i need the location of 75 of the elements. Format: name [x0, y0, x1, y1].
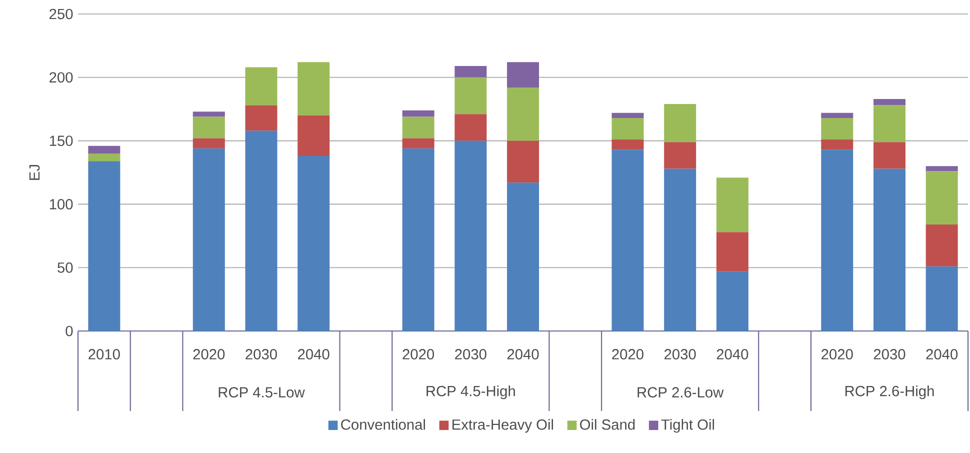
text: RCP 2.6-High: [845, 386, 934, 400]
bar: [192, 148, 225, 331]
x-tick-label: 2020: [402, 349, 434, 360]
x-tick-label: 2040: [507, 349, 539, 360]
legend-label: Tight Oil: [661, 419, 714, 433]
bar: [298, 156, 330, 331]
bar: [612, 140, 644, 150]
x-tick-label: 2030: [455, 349, 486, 360]
bar: [298, 115, 330, 156]
bar: [88, 146, 120, 154]
bar: [664, 168, 696, 331]
bar: [192, 112, 225, 117]
bar: [873, 168, 906, 331]
bar: [716, 232, 748, 272]
bar: [192, 116, 225, 138]
x-tick-label: 2040: [716, 349, 748, 360]
bar: [245, 67, 278, 106]
bar: [507, 62, 540, 88]
x-tick-label: 2020: [193, 349, 225, 360]
x-tick-label: 2040: [926, 349, 958, 360]
bar: [88, 153, 120, 162]
y-axis-title: EJ: [29, 165, 40, 180]
bar: [612, 150, 644, 331]
bar: [664, 104, 696, 142]
bar: [402, 148, 434, 331]
bar: [402, 110, 434, 117]
bar: [454, 66, 487, 78]
bar: [245, 105, 278, 131]
bar: [245, 130, 278, 331]
bar: [873, 105, 906, 142]
y-tick-label: 50: [58, 262, 73, 273]
bar: [454, 114, 487, 141]
bar: [507, 182, 540, 331]
bar: [821, 150, 854, 331]
bar: [926, 166, 958, 172]
y-tick-label: 250: [50, 8, 73, 20]
legend-label: Conventional: [341, 419, 425, 430]
text: RCP 4.5-Low: [218, 387, 305, 398]
bar: [612, 118, 644, 140]
bar: [454, 77, 487, 114]
bar: [821, 112, 854, 118]
bar: [716, 271, 748, 331]
bar: [612, 112, 644, 118]
y-tick-label: 200: [50, 72, 73, 83]
text: RCP 4.5-High: [426, 386, 515, 400]
bar: [873, 98, 906, 106]
x-tick-label: 2020: [822, 349, 853, 360]
y-tick-label: 100: [50, 199, 73, 210]
x-tick-label: 2030: [664, 349, 696, 360]
bar: [821, 118, 854, 140]
x-tick-label: 2020: [612, 349, 644, 360]
text: RCP 2.6-Low: [638, 387, 724, 398]
x-tick-label: 2030: [874, 349, 906, 360]
bar: [507, 88, 540, 141]
bar: [454, 140, 487, 331]
bar: [88, 161, 120, 331]
bar: [926, 224, 958, 266]
legend-label: Oil Sand: [580, 419, 635, 430]
bar: [873, 142, 906, 169]
bar: [402, 138, 434, 148]
x-tick-label: 2040: [298, 349, 330, 360]
bar: [821, 140, 854, 150]
bar: [298, 62, 330, 116]
y-tick-label: 0: [66, 326, 73, 336]
y-tick-label: 150: [50, 136, 73, 146]
bar: [926, 171, 958, 224]
bar: [402, 116, 434, 138]
bar: [664, 142, 696, 169]
legend-label: Extra-Heavy Oil: [452, 419, 553, 433]
bar: [192, 138, 225, 148]
bar: [507, 140, 540, 183]
bar: [716, 178, 748, 232]
x-tick-label: 2010: [88, 349, 120, 360]
x-tick-label: 2030: [246, 349, 277, 360]
bar: [926, 266, 958, 331]
